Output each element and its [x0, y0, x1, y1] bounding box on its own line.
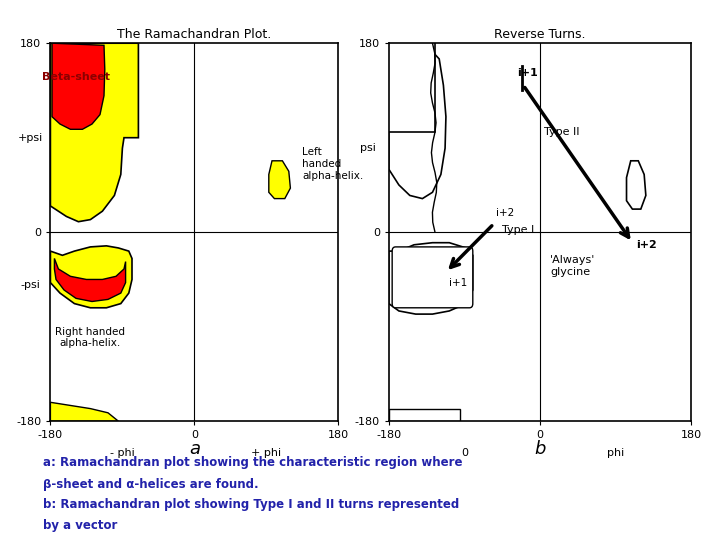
Polygon shape [55, 259, 125, 301]
Text: a: a [189, 440, 200, 458]
Text: Beta-sheet: Beta-sheet [42, 72, 110, 82]
Polygon shape [50, 402, 118, 421]
Text: b: Ramachandran plot showing Type I and II turns represented: b: Ramachandran plot showing Type I and … [43, 498, 459, 511]
Text: b: b [534, 440, 546, 458]
Text: phi: phi [607, 448, 624, 458]
Text: 'Always'
glycine: 'Always' glycine [550, 255, 595, 276]
Text: a: Ramachandran plot showing the characteristic region where: a: Ramachandran plot showing the charact… [43, 456, 463, 469]
Text: β-sheet and α-helices are found.: β-sheet and α-helices are found. [43, 478, 258, 491]
Text: Left
handed
alpha-helix.: Left handed alpha-helix. [302, 147, 364, 180]
Text: by a vector: by a vector [43, 519, 117, 532]
Text: psi: psi [360, 143, 376, 153]
Text: i+1: i+1 [449, 278, 467, 288]
Text: + phi: + phi [251, 448, 282, 458]
Polygon shape [269, 161, 290, 199]
Polygon shape [389, 43, 446, 199]
Bar [389, 43, 435, 132]
Polygon shape [389, 242, 473, 314]
Polygon shape [50, 43, 138, 222]
Text: Right handed
alpha-helix.: Right handed alpha-helix. [55, 327, 125, 348]
Polygon shape [626, 161, 646, 209]
Bar [389, 409, 460, 421]
Title: The Ramachandran Plot.: The Ramachandran Plot. [117, 28, 271, 40]
Text: +psi: +psi [18, 133, 43, 143]
Text: Type I: Type I [503, 225, 534, 235]
Text: i+2: i+2 [636, 240, 657, 250]
Polygon shape [52, 43, 105, 129]
Text: i+1: i+1 [517, 68, 538, 78]
FancyBboxPatch shape [392, 247, 473, 308]
Title: Reverse Turns.: Reverse Turns. [494, 28, 586, 40]
Text: i+2: i+2 [496, 208, 515, 218]
Polygon shape [50, 246, 132, 308]
Text: -psi: -psi [20, 280, 40, 289]
Text: - phi: - phi [110, 448, 135, 458]
Text: Type II: Type II [544, 127, 580, 138]
Text: 0: 0 [461, 448, 468, 458]
